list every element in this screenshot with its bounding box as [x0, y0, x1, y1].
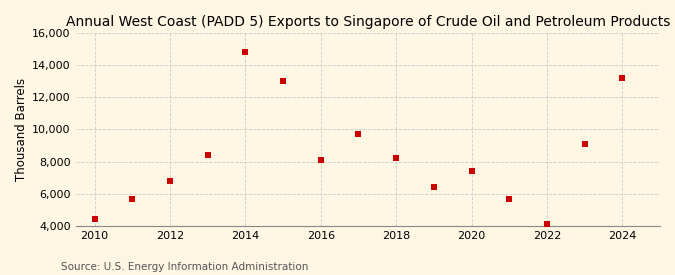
- Point: [277, 79, 288, 83]
- Point: [89, 217, 100, 222]
- Point: [541, 222, 552, 227]
- Point: [240, 50, 250, 54]
- Point: [617, 76, 628, 80]
- Title: Annual West Coast (PADD 5) Exports to Singapore of Crude Oil and Petroleum Produ: Annual West Coast (PADD 5) Exports to Si…: [65, 15, 670, 29]
- Point: [315, 158, 326, 162]
- Y-axis label: Thousand Barrels: Thousand Barrels: [15, 78, 28, 181]
- Point: [391, 156, 402, 161]
- Point: [579, 142, 590, 146]
- Point: [504, 196, 514, 201]
- Point: [429, 185, 439, 189]
- Point: [202, 153, 213, 157]
- Text: Source: U.S. Energy Information Administration: Source: U.S. Energy Information Administ…: [61, 262, 308, 272]
- Point: [127, 196, 138, 201]
- Point: [353, 132, 364, 136]
- Point: [165, 179, 176, 183]
- Point: [466, 169, 477, 174]
